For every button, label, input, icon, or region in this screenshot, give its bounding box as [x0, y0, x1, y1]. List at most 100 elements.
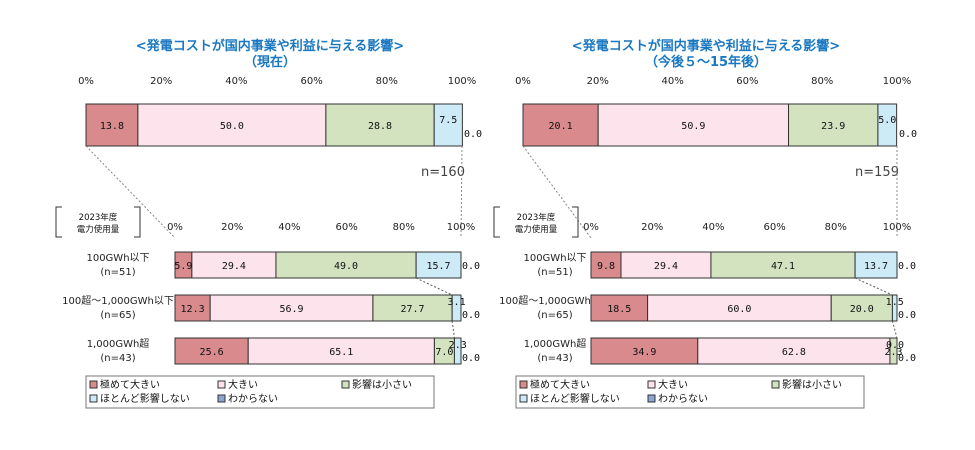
guide-line-right — [460, 145, 463, 239]
bar-segment-overall-2 — [788, 103, 879, 147]
bar-segment-2-3 — [453, 337, 462, 365]
row-connector — [854, 277, 893, 296]
legend-swatch-2 — [341, 380, 350, 389]
data-label: 0.0 — [898, 310, 916, 321]
legend-box — [515, 375, 865, 409]
chart-panel-1: <発電コストが国内事業や利益に与える影響>（今後５～15年後） 0% 20% 40% 6… — [493, 38, 917, 409]
data-label: 1.5 — [886, 297, 904, 308]
data-label: 29.4 — [222, 261, 246, 272]
x-tick-label: 40% — [278, 222, 300, 233]
bar-segment-0-2 — [710, 251, 856, 279]
x-tick-label: 20% — [150, 76, 172, 87]
x-tick-label: 100% — [883, 222, 912, 233]
legend-swatch-4 — [647, 394, 656, 403]
x-tick-label: 80% — [825, 222, 847, 233]
category-label: 100超～1,000GWh以下 — [499, 294, 611, 307]
category-n-label: (n=65) — [537, 310, 572, 321]
data-label: 27.7 — [400, 304, 424, 315]
bar-segment-1-3 — [451, 294, 462, 322]
legend-item: 大きい — [228, 378, 258, 391]
data-label: 13.8 — [100, 121, 124, 132]
group-header-line: 電力使用量 — [515, 224, 558, 235]
data-label: 49.0 — [334, 261, 358, 272]
x-tick-label: 80% — [393, 222, 415, 233]
group-header-bracket-left — [55, 206, 62, 238]
bar-segment-overall-1 — [137, 103, 327, 147]
legend-swatch-1 — [647, 380, 656, 389]
x-tick-label: 60% — [335, 222, 357, 233]
legend-item: 影響は小さい — [352, 378, 412, 391]
data-label: 60.0 — [727, 304, 751, 315]
data-label: 56.9 — [279, 304, 303, 315]
category-n-label: (n=43) — [100, 353, 135, 364]
data-label: 0.0 — [462, 310, 480, 321]
n-label: n=160 — [421, 165, 465, 180]
row-connector — [451, 320, 455, 339]
category-label: 1,000GWh超 — [87, 337, 150, 350]
legend-swatch-0 — [519, 380, 528, 389]
data-label: 50.0 — [220, 121, 244, 132]
bar-segment-overall-3 — [433, 103, 463, 147]
data-label: 0.0 — [464, 129, 482, 140]
bar-segment-1-2 — [372, 294, 453, 322]
legend-item: 極めて大きい — [100, 378, 160, 391]
legend-swatch-0 — [89, 380, 98, 389]
legend-swatch-3 — [89, 394, 98, 403]
x-tick-label: 0% — [583, 222, 599, 233]
chart-panel-0: <発電コストが国内事業や利益に与える影響>（現在） 0% 20% 40% 60% 80% 1… — [55, 38, 482, 409]
bar-segment-2-0 — [174, 337, 249, 365]
chart-title: <発電コストが国内事業や利益に与える影響> — [136, 38, 404, 54]
bar-segment-overall-0 — [85, 103, 139, 147]
x-tick-label: 60% — [300, 76, 322, 87]
legend-swatch-3 — [519, 394, 528, 403]
x-tick-label: 0% — [167, 222, 183, 233]
x-tick-label: 20% — [641, 222, 663, 233]
x-tick-label: 80% — [811, 76, 833, 87]
bar-segment-2-0 — [590, 337, 699, 365]
data-label: 62.8 — [782, 347, 806, 358]
legend-item: 大きい — [658, 378, 688, 391]
bar-segment-overall-0 — [522, 103, 599, 147]
data-label: 5.0 — [878, 115, 896, 126]
chart-subtitle: （今後５～15年後） — [645, 54, 767, 70]
bar-segment-1-2 — [830, 294, 893, 322]
category-label: 100GWh以下 — [86, 253, 149, 264]
data-label: 9.8 — [597, 261, 615, 272]
data-label: 12.3 — [181, 304, 205, 315]
data-label: 3.1 — [448, 297, 466, 308]
x-tick-label: 40% — [225, 76, 247, 87]
chart-title: <発電コストが国内事業や利益に与える影響> — [572, 38, 840, 54]
category-n-label: (n=51) — [100, 267, 135, 278]
data-label: 7.5 — [439, 115, 457, 126]
group-header-line: 2023年度 — [79, 212, 118, 223]
data-label: 5.9 — [174, 261, 192, 272]
data-label: 13.7 — [864, 261, 888, 272]
bar-segment-1-3 — [891, 294, 898, 322]
x-tick-label: 60% — [736, 76, 758, 87]
legend-item: 極めて大きい — [530, 378, 590, 391]
legend-swatch-1 — [217, 380, 226, 389]
data-label: 20.0 — [850, 304, 874, 315]
data-label: 15.7 — [427, 261, 451, 272]
category-n-label: (n=43) — [537, 353, 572, 364]
data-label: 7.0 — [435, 347, 453, 358]
legend-item: 影響は小さい — [782, 378, 842, 391]
category-label: 100超～1,000GWh以下 — [62, 294, 174, 307]
x-tick-label: 80% — [376, 76, 398, 87]
bar-segment-0-2 — [275, 251, 417, 279]
x-tick-label: 40% — [702, 222, 724, 233]
x-tick-label: 20% — [221, 222, 243, 233]
data-label: 0.0 — [886, 340, 904, 351]
data-label: 29.4 — [654, 261, 678, 272]
bar-segment-2-1 — [247, 337, 435, 365]
guide-line-left — [522, 145, 592, 239]
data-label: 47.1 — [771, 261, 795, 272]
x-tick-label: 60% — [763, 222, 785, 233]
data-label: 0.0 — [462, 353, 480, 364]
data-label: 2.3 — [884, 347, 902, 358]
data-label: 0.0 — [462, 261, 480, 272]
data-label: 28.8 — [368, 121, 392, 132]
bar-segment-2-1 — [697, 337, 891, 365]
category-n-label: (n=65) — [100, 310, 135, 321]
data-label: 50.9 — [681, 121, 705, 132]
